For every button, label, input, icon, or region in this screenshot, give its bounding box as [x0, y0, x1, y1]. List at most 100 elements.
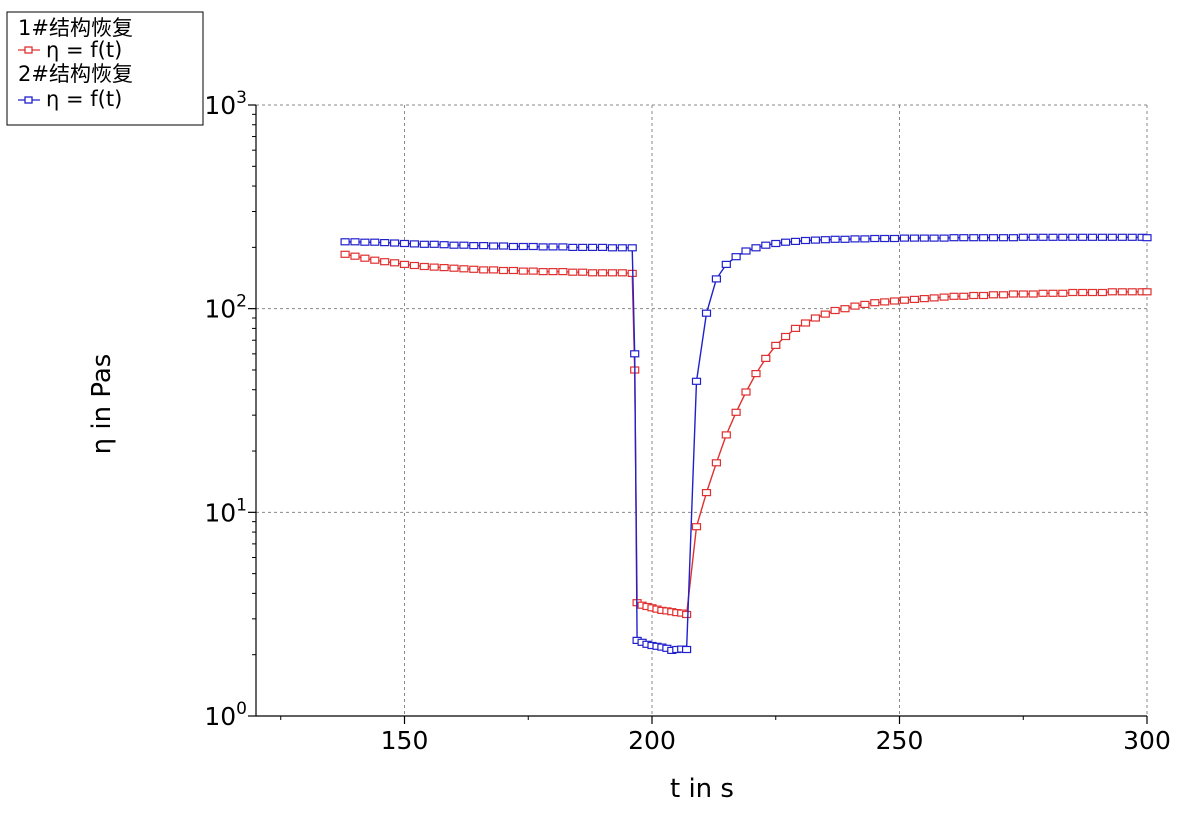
series-2-point: [419, 240, 429, 248]
series-2-point: [949, 234, 959, 242]
series-2-point: [508, 242, 518, 251]
series-2-point: [969, 234, 979, 242]
series-1-point: [850, 302, 860, 310]
series-2-point: [558, 243, 568, 251]
series-2-point: [1068, 233, 1078, 241]
series-1-point: [607, 269, 618, 277]
series-2-point: [681, 645, 692, 654]
series-2-point: [701, 309, 712, 317]
series-2-point: [899, 234, 910, 242]
series-1-point: [840, 305, 850, 313]
series-2-point: [691, 377, 702, 385]
series-1-point: [889, 297, 900, 305]
legend-series-1-marker: [24, 46, 33, 54]
series-1-point: [771, 341, 781, 349]
series-1-point: [1048, 289, 1058, 297]
series-1-point: [439, 264, 449, 272]
series-2-point: [741, 247, 751, 255]
series-layer: [340, 233, 1152, 655]
y-tick-label-1: 100: [204, 699, 247, 731]
series-1-point: [508, 266, 518, 275]
series-2-point: [429, 240, 439, 248]
series-2-point: [1038, 233, 1048, 241]
series-2-point: [929, 234, 939, 242]
series-1-point: [909, 295, 920, 303]
series-2-point: [568, 243, 578, 251]
series-1-point: [810, 314, 821, 322]
series-1-point: [617, 269, 627, 277]
series-2-point: [721, 260, 731, 268]
series-1-point: [429, 263, 439, 271]
series-1-point: [880, 298, 890, 306]
y-axis-title: η in Pas: [87, 354, 117, 455]
series-2-point: [459, 241, 469, 249]
series-1-point: [1058, 289, 1068, 297]
series-1-point: [790, 324, 801, 332]
series-2-point: [518, 242, 528, 251]
series-2-point: [761, 241, 771, 249]
tick-labels: 150 200 250 300 100 101 102 103: [204, 88, 1171, 755]
series-2-point: [850, 235, 860, 243]
axis-ticks: [248, 104, 1148, 724]
series-2-point: [439, 241, 449, 249]
series-1-point: [711, 459, 722, 467]
series-2-point: [1117, 233, 1127, 241]
legend-series-1-label: η = f(t): [46, 38, 122, 62]
series-2-point: [498, 242, 509, 250]
x-tick-label-150: 150: [381, 726, 429, 755]
series-1-point: [741, 388, 751, 396]
series-1-point: [969, 291, 979, 300]
series-1-point: [340, 250, 350, 258]
series-2-point: [988, 234, 999, 242]
series-1-point: [1068, 288, 1078, 297]
series-2-point: [860, 235, 870, 243]
series-2-point: [939, 234, 949, 242]
series-2-point: [909, 234, 920, 242]
series-1-point: [830, 306, 840, 315]
y-tick-label-100: 102: [204, 292, 247, 324]
series-1-point: [919, 295, 929, 303]
series-1-point: [399, 260, 410, 268]
series-2-point: [370, 238, 380, 246]
series-1-point: [1117, 288, 1127, 296]
series-1-point: [959, 292, 969, 300]
series-1-point: [1107, 288, 1117, 296]
series-2-point: [528, 242, 538, 251]
series-1-point: [390, 259, 400, 267]
series-2-point: [959, 234, 969, 242]
series-1-point: [380, 258, 390, 266]
series-2-point: [1087, 233, 1098, 241]
series-1-point: [1078, 288, 1088, 297]
series-1-point: [731, 408, 741, 416]
series-1-point: [350, 252, 360, 260]
series-2-point: [1127, 233, 1137, 241]
series-2-point: [1018, 233, 1028, 241]
y-tick-label-1000: 103: [204, 88, 247, 120]
series-2-point: [810, 236, 821, 244]
series-2-point: [870, 234, 880, 243]
series-2-point: [790, 237, 801, 245]
series-1-point: [459, 265, 469, 273]
series-1-point: [761, 354, 771, 362]
series-2-point: [1097, 233, 1108, 241]
series-1-point: [1097, 288, 1108, 297]
series-1-point: [578, 268, 588, 276]
series-1-point: [800, 319, 811, 327]
series-1-point: [701, 489, 712, 497]
series-2-point: [1058, 233, 1068, 241]
series-1-point: [409, 261, 419, 270]
series-1-point: [587, 269, 598, 277]
series-1-point: [597, 269, 608, 277]
x-axis-title: t in s: [670, 774, 734, 804]
legend: 1#结构恢复 η = f(t) 2#结构恢复 η = f(t): [6, 11, 204, 126]
series-1-point: [489, 266, 499, 274]
series-1-point: [929, 294, 939, 302]
series-2-point: [489, 242, 499, 250]
series-1-point: [939, 293, 949, 301]
series-2-point: [1048, 233, 1058, 241]
series-2-point: [1078, 233, 1088, 241]
series-1-point: [528, 267, 538, 275]
series-1-point: [1028, 290, 1038, 298]
legend-series-2-name: 2#结构恢复: [18, 62, 133, 86]
